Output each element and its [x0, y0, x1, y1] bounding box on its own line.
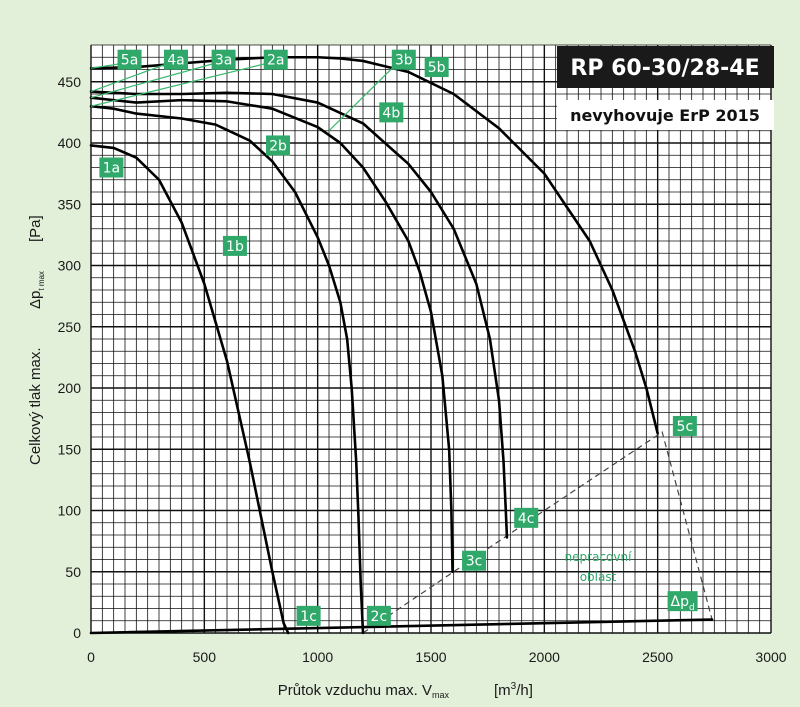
chart-title: RP 60-30/28-4E: [570, 56, 759, 81]
x-axis-title: Průtok vzduchu max. V: [278, 682, 432, 699]
region-label-line-2: oblast: [580, 570, 617, 584]
y-axis-unit: [Pa]: [27, 215, 44, 242]
point-tag-label: 5c: [677, 419, 694, 435]
leader-line: [90, 62, 169, 93]
point-tag-label: Δpd: [671, 594, 695, 613]
y-tick-label: 200: [58, 380, 82, 396]
point-tag: [263, 49, 288, 70]
point-tag-label: 2a: [267, 53, 285, 69]
leader-line: [90, 62, 215, 99]
x-axis-unit: [m3/h]: [494, 681, 533, 699]
y-tick-label: 150: [58, 441, 82, 457]
y-axis-symbol: Δpt max: [27, 271, 46, 309]
point-tag: [672, 415, 697, 436]
erp-note-box: nevyhovuje ErP 2015: [557, 100, 774, 130]
y-tick-label: 100: [58, 503, 82, 519]
point-tag-label: 4a: [167, 53, 185, 69]
point-tag: [266, 135, 290, 156]
fan-curve-4: [89, 90, 509, 539]
y-tick-label: 50: [65, 564, 81, 580]
point-tag-label: 5b: [428, 60, 446, 76]
leader-line: [90, 62, 267, 107]
y-tick-label: 300: [58, 258, 82, 274]
point-tag: [164, 49, 188, 70]
y-tick-label: 400: [58, 135, 82, 151]
region-label: nepracovní oblast: [565, 550, 633, 584]
point-tag: [424, 57, 449, 78]
point-tag: [99, 157, 124, 178]
fan-curves: [89, 55, 714, 635]
y-tick-label: 450: [58, 74, 82, 90]
fan-curve-2: [89, 104, 365, 635]
point-tag: [296, 605, 321, 626]
point-tag-label: 1c: [300, 609, 317, 625]
point-tag-label: 5a: [121, 53, 139, 69]
point-tag: [667, 591, 698, 612]
fan-curve-3: [89, 96, 454, 574]
x-axis-ticks: 0 500 1000 1500 2000 2500 3000: [87, 649, 787, 665]
x-tick-label: 2500: [642, 649, 673, 665]
boundary-line: [362, 431, 713, 634]
y-tick-label: 250: [58, 319, 82, 335]
y-axis-unit-group: [Pa]: [27, 215, 44, 242]
point-tag: [462, 550, 487, 571]
point-tag-label: 3c: [466, 554, 483, 570]
chart-title-box: RP 60-30/28-4E: [557, 46, 774, 88]
point-tag: [211, 49, 236, 70]
x-tick-label: 1000: [302, 649, 333, 665]
x-tick-label: 3000: [755, 649, 786, 665]
point-tag: [117, 49, 142, 70]
leader-line: [328, 62, 398, 132]
non-operating-boundary: [362, 431, 713, 634]
chart-grid: [90, 44, 772, 634]
label-leader-lines: [90, 62, 398, 132]
point-tag-label: 2c: [371, 609, 388, 625]
y-tick-label: 350: [58, 196, 82, 212]
point-tag-label: 3a: [215, 53, 233, 69]
x-axis-title-sub: max: [432, 690, 450, 700]
point-tag: [379, 102, 404, 123]
point-tag-label: 1a: [103, 161, 121, 177]
point-tag-label: 1b: [226, 239, 244, 255]
erp-note: nevyhovuje ErP 2015: [570, 106, 760, 125]
point-tag-label: 4c: [518, 511, 535, 527]
x-tick-label: 500: [193, 649, 217, 665]
fan-curve-6: [89, 618, 714, 635]
point-tag-label: 4b: [382, 105, 400, 121]
curve-point-labels: 5a 4a 3a 2a 3b 5b 4b 2b 1a 1b 5c 4c 3c 1c 2c Δpd: [99, 49, 698, 626]
point-tag-label: 2b: [269, 138, 287, 154]
x-tick-label: 0: [87, 649, 95, 665]
x-tick-label: 1500: [415, 649, 446, 665]
point-tag: [222, 235, 247, 256]
x-tick-label: 2000: [529, 649, 560, 665]
y-axis-title-group: Celkový tlak max.: [27, 347, 44, 465]
y-axis-ticks: 0 50 100 150 200 250 300 350 400 450: [58, 74, 82, 641]
y-axis-symbol-group: Δpt max: [27, 271, 46, 309]
point-tag: [514, 507, 539, 528]
region-label-line-1: nepracovní: [565, 550, 633, 564]
point-tag: [391, 49, 416, 70]
y-tick-label: 0: [73, 625, 81, 641]
point-tag: [366, 605, 391, 626]
fan-curve-1: [89, 144, 290, 635]
point-tag-label: 3b: [395, 53, 413, 69]
y-axis-title: Celkový tlak max.: [27, 347, 44, 465]
leader-line: [90, 62, 123, 69]
